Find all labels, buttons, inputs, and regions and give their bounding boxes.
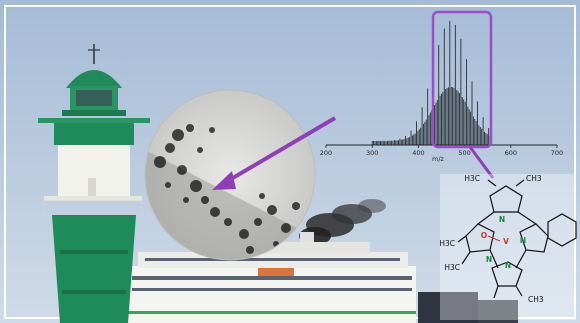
methyl-label: CH3 bbox=[528, 295, 544, 304]
methyl-label: H3C bbox=[464, 174, 480, 183]
methyl-label: H3C bbox=[444, 263, 460, 272]
nitrogen-atom: N bbox=[520, 236, 526, 245]
oxygen-atom: O bbox=[481, 231, 487, 240]
porphyrin-structure: H3C CH3 H3C H3C CH3 N N N N V O bbox=[439, 174, 577, 320]
methyl-label: CH3 bbox=[526, 174, 542, 183]
x-tick-label: 600 bbox=[505, 149, 517, 157]
x-tick-label: 400 bbox=[412, 149, 424, 157]
lighthouse-icon bbox=[38, 44, 150, 323]
x-axis-label: m/z bbox=[432, 155, 445, 163]
mass-spectrum: 200 300 400 500 600 700 m/z bbox=[320, 10, 563, 179]
methyl-label: H3C bbox=[439, 239, 455, 248]
nitrogen-atom: N bbox=[499, 215, 505, 224]
nitrogen-atom: N bbox=[486, 255, 492, 264]
connector-arrow bbox=[468, 146, 495, 179]
vanadium-atom: V bbox=[503, 237, 509, 246]
mass-spectrum-peaks bbox=[371, 21, 492, 145]
ship-icon bbox=[126, 232, 518, 323]
x-tick-label: 200 bbox=[320, 149, 332, 157]
nitrogen-atom: N bbox=[505, 261, 511, 270]
x-tick-label: 700 bbox=[551, 149, 563, 157]
oxo-bond bbox=[487, 235, 501, 242]
x-tick-label: 300 bbox=[366, 149, 378, 157]
arrow-icon bbox=[212, 116, 337, 190]
x-tick-label: 500 bbox=[458, 149, 470, 157]
highlight-box bbox=[431, 10, 493, 149]
